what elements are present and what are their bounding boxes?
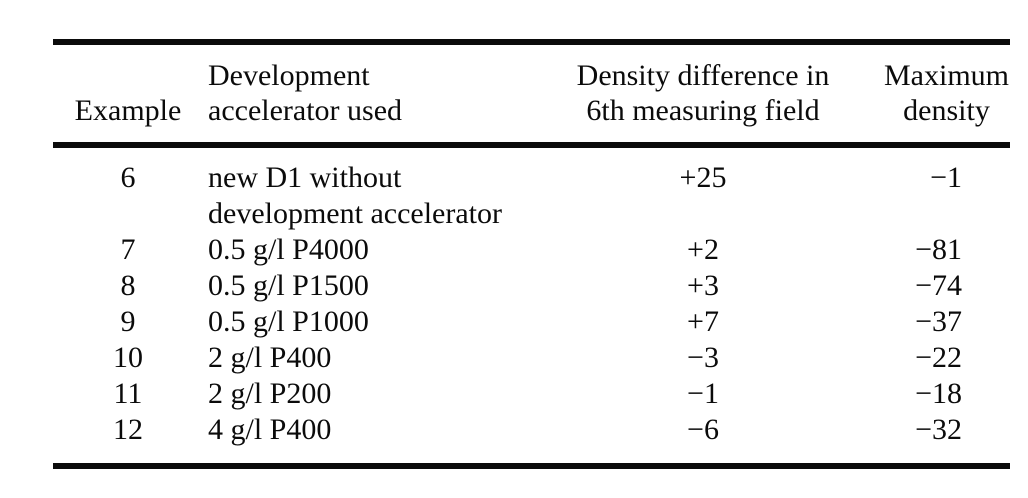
header-line: 6th measuring field [586,94,820,127]
cell-density-difference: +2 [687,233,719,266]
results-table: Example Development accelerator used Den… [53,39,1010,469]
table-header-row: Example Development accelerator used Den… [53,45,1010,142]
cell-example: 6 [120,161,136,194]
cell-maximum-density: −37 [915,305,962,338]
cell-accelerator: 4 g/l P400 [208,413,332,446]
cell-maximum-density: −32 [915,413,962,446]
table-row: 11 2 g/l P200 −1 −18 [53,376,1010,412]
cell-maximum-density: −74 [915,269,962,302]
table-row: 7 0.5 g/l P4000 +2 −81 [53,232,1010,268]
cell-density-difference: +7 [687,305,719,338]
table-row: 9 0.5 g/l P1000 +7 −37 [53,304,1010,340]
top-rule [53,39,1010,45]
cell-accelerator: 2 g/l P200 [208,377,332,410]
cell-example: 8 [120,269,136,302]
cell-maximum-density: −1 [930,161,962,194]
cell-example: 7 [120,233,136,266]
cell-line: development accelerator [208,197,502,230]
cell-example: 9 [120,305,136,338]
cell-accelerator: new D1 without development accelerator [203,160,563,232]
table-row: 10 2 g/l P400 −3 −22 [53,340,1010,376]
header-density-difference: Density difference in 6th measuring fiel… [563,58,843,128]
header-line: Maximum [884,59,1009,92]
header-line: accelerator used [208,94,403,127]
header-example: Example [74,94,182,127]
cell-accelerator: 0.5 g/l P1500 [208,269,369,302]
cell-maximum-density: −81 [915,233,962,266]
cell-accelerator: 2 g/l P400 [208,341,332,374]
cell-example: 12 [113,413,143,446]
header-line: density [903,94,990,127]
cell-line: new D1 without [208,161,402,194]
table-row: 6 new D1 without development accelerator… [53,160,1010,232]
cell-accelerator: 0.5 g/l P4000 [208,233,369,266]
header-line: Density difference in [576,59,830,92]
cell-example: 10 [113,341,143,374]
cell-maximum-density: −22 [915,341,962,374]
bottom-rule [53,463,1010,469]
table-row: 12 4 g/l P400 −6 −32 [53,412,1010,448]
table-row: 8 0.5 g/l P1500 +3 −74 [53,268,1010,304]
table-body: 6 new D1 without development accelerator… [53,148,1010,463]
cell-maximum-density: −18 [915,377,962,410]
cell-density-difference: +3 [687,269,719,302]
cell-density-difference: −3 [687,341,719,374]
header-line: Development [208,59,370,92]
header-accelerator: Development accelerator used [203,58,563,128]
cell-density-difference: −6 [687,413,719,446]
header-rule [53,142,1010,148]
cell-accelerator: 0.5 g/l P1000 [208,305,369,338]
cell-density-difference: +25 [679,161,727,194]
cell-example: 11 [113,377,143,410]
header-maximum-density: Maximum density [843,58,1010,128]
cell-density-difference: −1 [687,377,719,410]
